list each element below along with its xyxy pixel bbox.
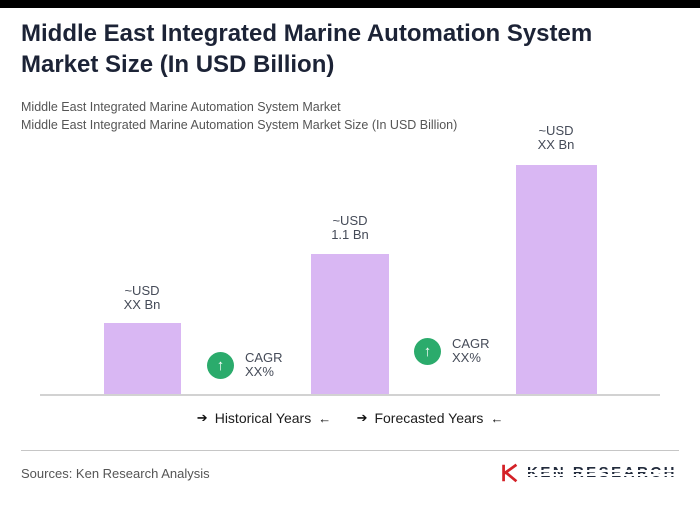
ken-research-logo: KEN RESEARCH [499,462,677,484]
bar-value-line-1: ~USD [538,123,574,138]
cagr-annotation-forecast: ↑ CAGR XX% [414,337,490,365]
subtitle-line-2: Middle East Integrated Marine Automation… [21,118,458,132]
bar-value-line-1: ~USD [124,283,160,298]
bar-value-label-current: ~USD 1.1 Bn [295,214,405,242]
up-arrow-icon: ↑ [423,342,432,360]
bar-value-label-forecast: ~USD XX Bn [501,124,611,152]
cagr-label: CAGR XX% [452,337,490,365]
bar-value-line-1: ~USD [332,213,368,228]
bar-current [311,254,389,395]
bar-historical [104,323,181,395]
cagr-label-line-1: CAGR [245,350,283,365]
sources-text: Sources: Ken Research Analysis [21,466,210,481]
arrow-right-icon: ➔ [356,410,368,425]
bar-value-line-2: XX Bn [537,137,575,152]
axis-group-text: Historical Years [214,410,312,426]
subtitle-line-1: Middle East Integrated Marine Automation… [21,100,341,114]
bar-value-line-2: 1.1 Bn [331,227,369,242]
ken-research-k-icon [502,463,518,483]
bar-value-label-historical: ~USD XX Bn [87,284,197,312]
axis-group-text: Forecasted Years [374,410,484,426]
bar-value-line-2: XX Bn [123,297,161,312]
up-arrow-circle-icon: ↑ [414,337,441,365]
x-axis-line [40,394,660,396]
arrow-right-icon: ➔ [196,410,208,425]
page-title: Middle East Integrated Marine Automation… [21,20,593,78]
bar-forecast [516,165,597,395]
cagr-label-line-2: XX% [245,364,274,379]
axis-group-label-historical: ➔ Historical Years ← [197,410,331,426]
logo-stripe [526,470,677,472]
cagr-label-line-1: CAGR [452,336,490,351]
cagr-label: CAGR XX% [245,351,283,379]
up-arrow-icon: ↑ [216,356,225,374]
arrow-left-icon: ← [318,410,332,426]
arrow-left-icon: ← [490,410,504,426]
logo-text-wrap: KEN RESEARCH [526,464,677,482]
chart-subtitle: Middle East Integrated Marine Automation… [21,98,457,134]
up-arrow-circle-icon: ↑ [207,351,234,379]
cagr-annotation-historical: ↑ CAGR XX% [207,351,283,379]
cagr-label-line-2: XX% [452,350,481,365]
logo-stripe [526,474,677,476]
axis-group-label-forecasted: ➔ Forecasted Years ← [357,410,504,426]
top-accent-bar [0,0,700,8]
logo-text: KEN RESEARCH [526,464,677,481]
footer-divider [21,450,679,451]
